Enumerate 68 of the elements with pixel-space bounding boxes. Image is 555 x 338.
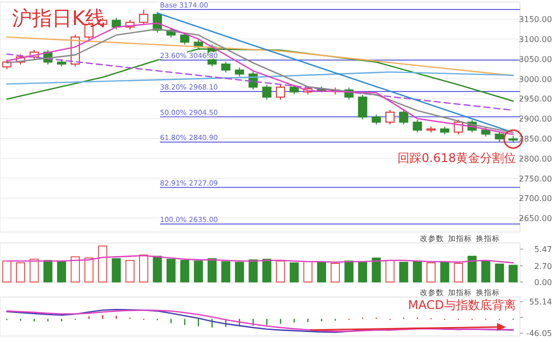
bar xyxy=(330,263,340,282)
candlestick xyxy=(412,119,422,134)
candlestick xyxy=(276,84,286,100)
candlestick xyxy=(358,94,368,120)
bar xyxy=(30,258,39,282)
y-tick-label: 3150.00 xyxy=(518,15,552,24)
candlestick xyxy=(494,131,504,143)
candlestick xyxy=(139,9,148,26)
candlestick xyxy=(262,84,272,100)
y-tick-label: 2950.00 xyxy=(518,94,552,104)
y-tick-label: 2800.00 xyxy=(518,154,552,164)
bar xyxy=(166,258,176,282)
candlestick xyxy=(385,109,395,126)
y-tick-label: 2700.00 xyxy=(518,194,552,204)
bar xyxy=(290,262,299,282)
bar xyxy=(125,260,135,282)
bar xyxy=(152,256,162,282)
bar xyxy=(84,258,94,282)
y-tick-label: 2650.00 xyxy=(518,214,552,224)
bar xyxy=(440,262,450,282)
bar xyxy=(139,254,148,282)
bar xyxy=(385,260,395,282)
bar xyxy=(468,256,477,282)
y-tick-label: -46.05 xyxy=(526,329,552,338)
bar xyxy=(412,260,422,282)
bar xyxy=(481,260,490,282)
y-tick-label: 0.00 xyxy=(534,278,552,287)
bar xyxy=(180,260,190,282)
bar xyxy=(208,258,217,282)
candlestick xyxy=(372,114,381,126)
bar xyxy=(16,262,26,282)
bar xyxy=(454,263,463,282)
bar xyxy=(508,264,518,282)
line-series xyxy=(6,254,514,264)
y-tick-label: 3000.00 xyxy=(518,74,552,84)
bar xyxy=(399,262,408,282)
bar xyxy=(194,260,203,282)
candlestick xyxy=(399,109,408,126)
bar xyxy=(221,261,230,282)
y-tick-label: 3100.00 xyxy=(518,35,552,44)
annotation: MACD与指数底背离 xyxy=(408,298,516,312)
bar xyxy=(248,259,258,282)
bar xyxy=(303,261,312,282)
candlestick xyxy=(180,32,190,46)
bar xyxy=(262,258,272,282)
y-tick-label: 2750.00 xyxy=(518,174,552,184)
bar xyxy=(43,260,52,282)
y-tick-label: 2900.00 xyxy=(518,114,552,124)
bar xyxy=(112,258,121,282)
bar xyxy=(2,260,12,282)
y-tick-label: 55.14 xyxy=(529,298,552,307)
candlestick xyxy=(112,17,121,30)
bar xyxy=(317,262,326,282)
y-tick-label: 3050.00 xyxy=(518,54,552,64)
y-tick-label: 5.47 xyxy=(534,245,552,254)
bar xyxy=(70,256,80,282)
annotation: 回踩0.618黄金分割位 xyxy=(398,151,516,165)
bar xyxy=(57,261,66,282)
y-tick-label: 2.70 xyxy=(534,262,552,271)
bar xyxy=(276,260,286,282)
bar xyxy=(344,260,354,282)
bar xyxy=(98,246,108,282)
bar xyxy=(234,262,244,282)
bar xyxy=(358,261,368,282)
bar xyxy=(372,258,381,282)
bar xyxy=(426,262,436,282)
candlestick xyxy=(221,61,230,73)
bar xyxy=(494,264,504,282)
